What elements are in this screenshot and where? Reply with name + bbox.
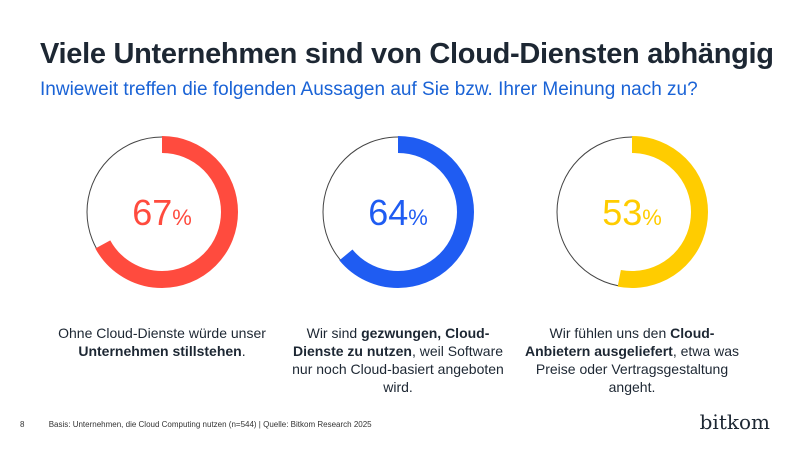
value-number: 67 (132, 192, 172, 233)
value-unit: % (172, 205, 192, 230)
source-note: Basis: Unternehmen, die Cloud Computing … (48, 420, 372, 429)
caption-text: . (241, 343, 246, 359)
value-unit: % (642, 205, 662, 230)
caption-text: Wir fühlen uns den (549, 325, 671, 341)
donut-caption: Wir sind gezwungen, Cloud-Dienste zu nut… (283, 324, 513, 396)
donut-arc (556, 136, 708, 288)
page-title: Viele Unternehmen sind von Cloud-Dienste… (40, 38, 774, 70)
donut-chart-3: 53% (556, 136, 708, 288)
value-label: 53% (602, 192, 662, 233)
donut-caption: Ohne Cloud-Dienste würde unser Unternehm… (47, 324, 277, 360)
donut-chart-2: 64% (322, 136, 474, 288)
page-number: 8 (20, 420, 25, 429)
caption-text: gezwungen, Cloud-Dienste zu nutzen (292, 325, 490, 359)
caption-text: , etwa was Preise oder Vertragsgestaltun… (535, 343, 739, 395)
donut-caption: Wir fühlen uns den Cloud-Anbietern ausge… (517, 324, 747, 396)
footer: 8 Basis: Unternehmen, die Cloud Computin… (20, 420, 372, 429)
value-unit: % (408, 205, 428, 230)
donut-arc (86, 136, 238, 288)
caption-text: Unternehmen stillstehen (78, 343, 242, 359)
donut-arc (322, 136, 474, 288)
value-number: 53 (602, 192, 642, 233)
value-label: 64% (368, 192, 428, 233)
donut-chart-1: 67% (86, 136, 238, 288)
caption-text: Cloud-Anbietern ausgeliefert (525, 325, 715, 359)
page-subtitle: Inwieweit treffen die folgenden Aussagen… (40, 79, 698, 100)
bitkom-logo: bitkom (699, 410, 770, 434)
caption-text: Wir sind (306, 325, 362, 341)
value-label: 67% (132, 192, 192, 233)
value-number: 64 (368, 192, 408, 233)
caption-text: Ohne Cloud-Dienste würde unser (58, 325, 266, 341)
caption-text: , weil Software nur noch Cloud-basiert a… (292, 343, 504, 395)
